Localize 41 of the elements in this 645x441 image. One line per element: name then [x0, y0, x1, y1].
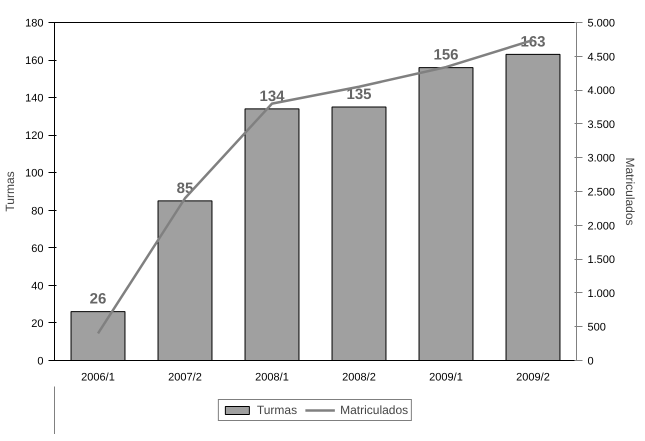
legend-label: Turmas	[256, 403, 298, 417]
y-tick-label: 80	[31, 205, 44, 218]
y-axis-title: Turmas	[3, 171, 18, 212]
y-tick-label: 120	[25, 130, 44, 142]
bar	[70, 311, 126, 360]
x-tick-label: 2008/2	[342, 372, 376, 384]
bar	[332, 106, 386, 360]
y2-tick-label: 2.000	[588, 220, 616, 232]
y2-tick-label: 5.000	[588, 18, 616, 30]
y2-tick-label: 4.500	[588, 51, 616, 64]
x-tick-label: 2009/2	[516, 372, 550, 384]
y-tick-label: 40	[31, 280, 44, 292]
bar	[506, 54, 560, 360]
y2-tick-label: 4.000	[588, 85, 616, 98]
y-tick-label: 20	[31, 318, 44, 330]
data-label: 156	[433, 46, 459, 64]
y2-tick-label: 1.500	[588, 254, 616, 266]
y-tick-label: 100	[25, 168, 44, 180]
y2-tick-label: 3.000	[588, 152, 616, 165]
data-label: 135	[346, 86, 372, 103]
y2-tick-label: 1.000	[588, 288, 616, 300]
legend-label: Matriculados	[340, 403, 408, 417]
y-tick-label: 140	[25, 92, 44, 105]
y-tick-label: 180	[25, 18, 44, 30]
y2-tick-label: 3.500	[588, 118, 616, 131]
bar	[418, 67, 474, 360]
data-label: 26	[90, 290, 106, 308]
y2-tick-label: 500	[588, 322, 606, 334]
bar	[244, 108, 300, 360]
y-tick-label: 160	[25, 55, 44, 68]
x-tick-label: 2006/1	[81, 372, 115, 384]
y-tick-label: 60	[31, 242, 44, 255]
y2-axis-title: Matriculados	[623, 157, 638, 226]
x-tick-label: 2009/1	[429, 372, 463, 384]
data-label: 134	[259, 88, 286, 105]
bar	[158, 200, 212, 360]
x-tick-label: 2007/2	[168, 372, 202, 384]
x-tick-label: 2008/1	[255, 372, 289, 384]
y2-tick-label: 2.500	[588, 186, 616, 198]
y-tick-label: 0	[37, 356, 44, 368]
y2-tick-label: 0	[588, 356, 594, 368]
